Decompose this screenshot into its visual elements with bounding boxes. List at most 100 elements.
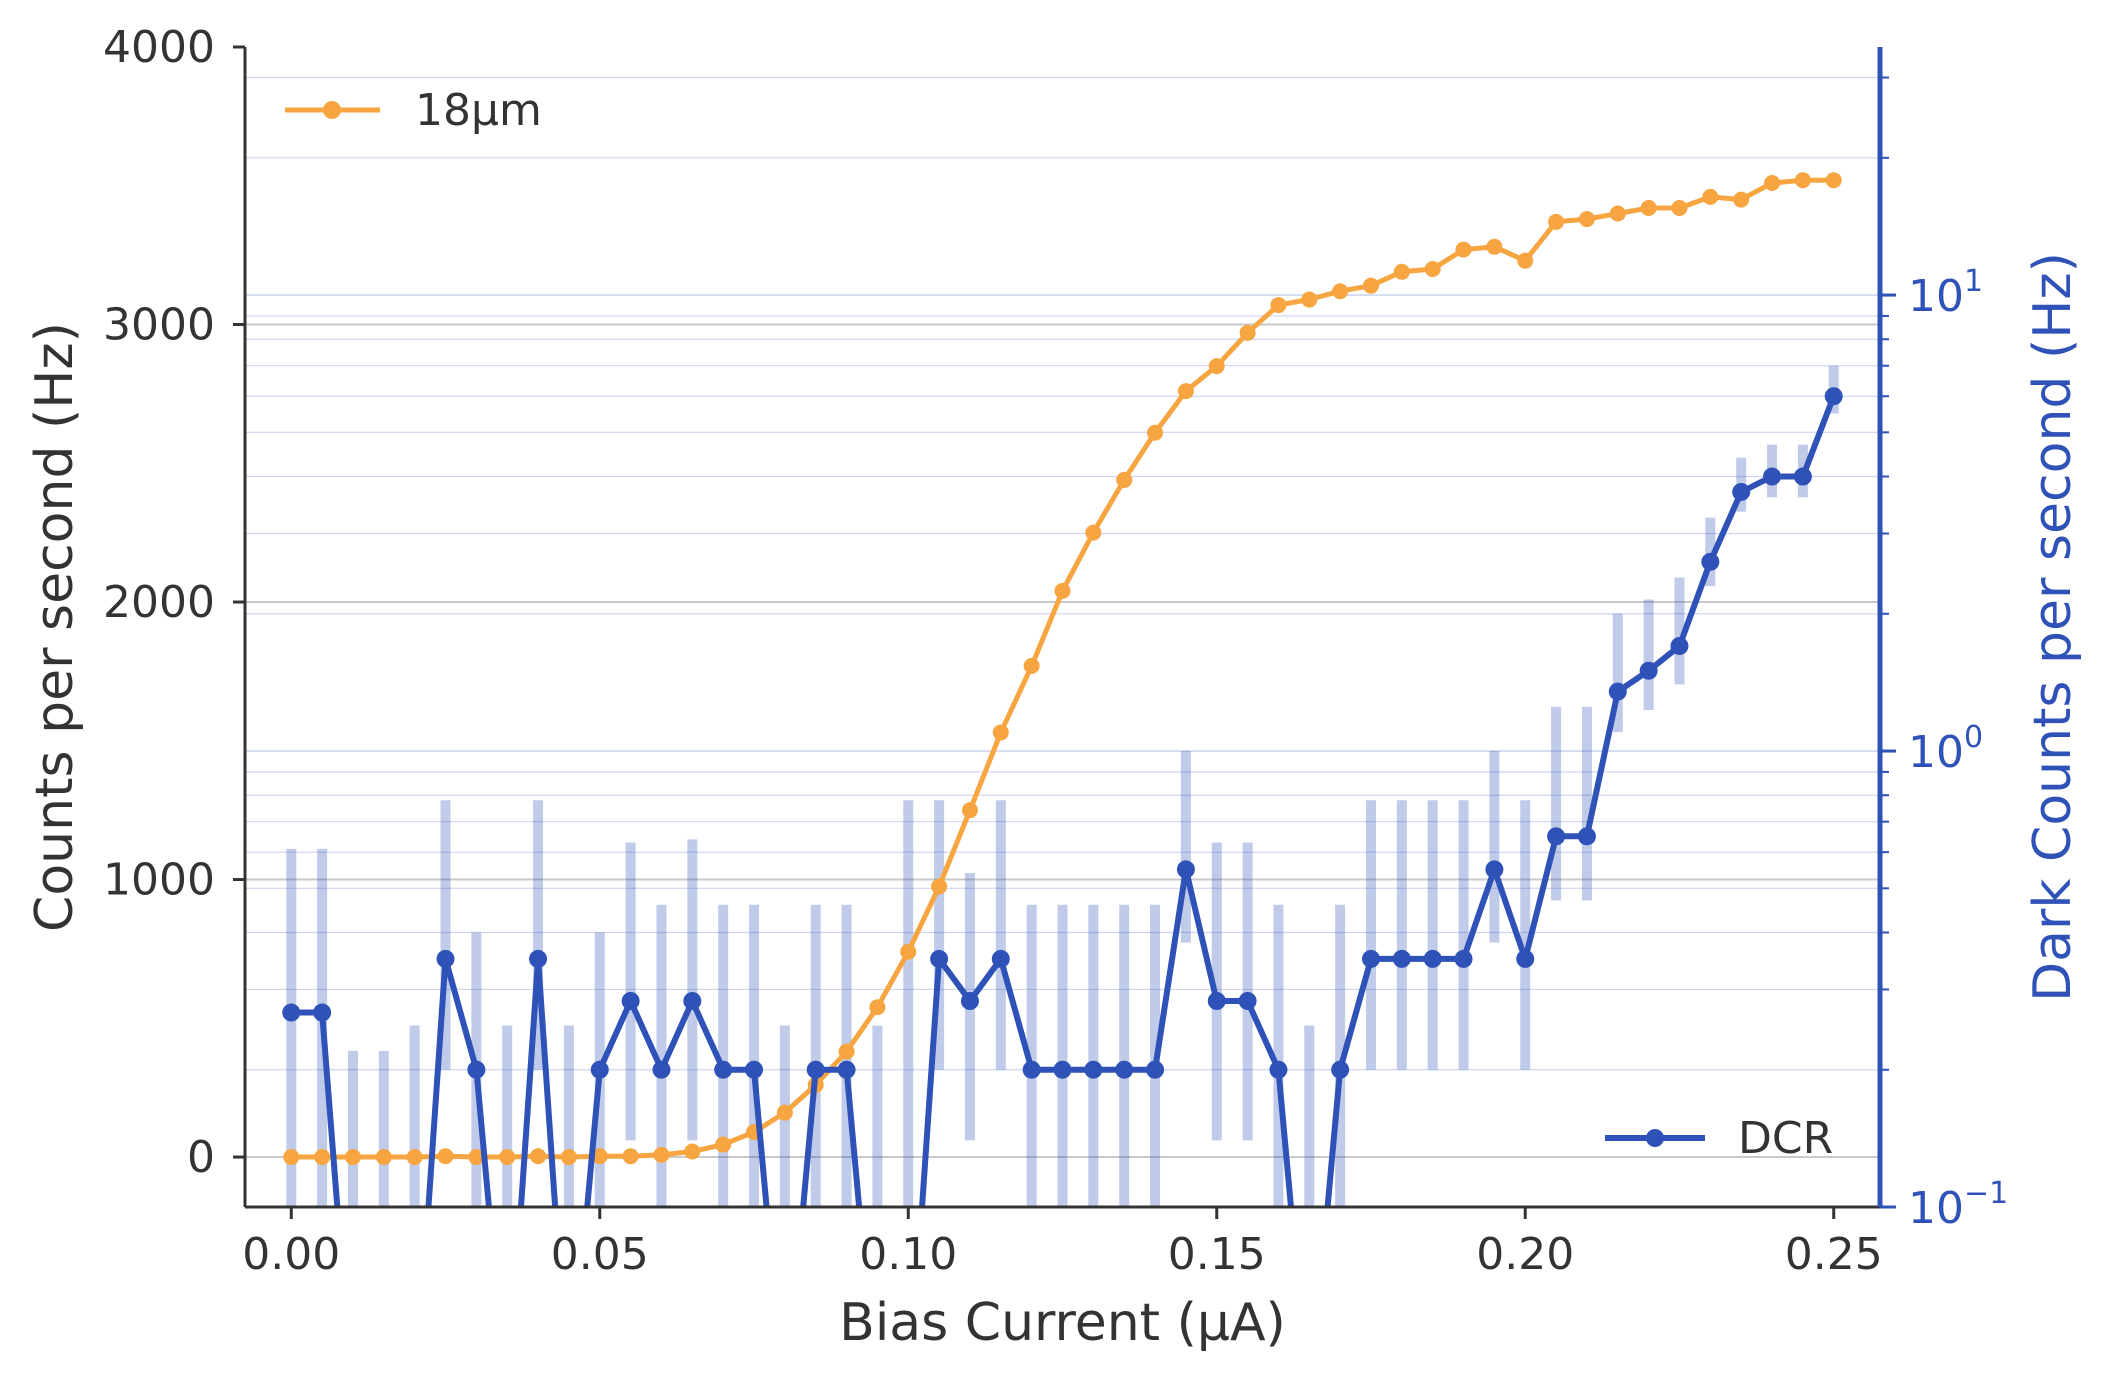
series-dcr-point [1670,636,1689,655]
series-18um-point [1671,199,1688,216]
series-dcr-point [1022,1060,1041,1079]
series-18um-point [838,1043,855,1060]
series-dcr-point [1269,1060,1288,1079]
series-dcr-point [1146,1060,1165,1079]
series-dcr-point [1084,1060,1103,1079]
series-18um-point [1332,283,1349,300]
series-18um-point [437,1148,454,1165]
axis-layer: 0.00 0.05 0.10 0.15 0.20 0.25 0 1000 2000 3000 400… [25,22,2083,1353]
series-dcr-point [806,1060,825,1079]
y2-tick-label: 100 [1908,720,1983,778]
series-dcr-point [1485,860,1504,879]
series-18um-point [1362,277,1379,294]
series-dcr-point [467,1060,486,1079]
y-tick-label: 0 [187,1132,215,1183]
series-dcr-point [960,992,979,1011]
series-dcr-point [1361,949,1380,968]
series-dcr-point [1516,949,1535,968]
series-dcr-point [1793,467,1812,486]
series-18um-point [591,1148,608,1165]
series-18um-point [375,1149,392,1166]
series-dcr-point [1639,661,1658,680]
series-18um-point [1609,205,1626,222]
y2-tick-label: 10−1 [1908,1176,2008,1234]
series-18um-point [1393,263,1410,280]
series-18um-point [776,1104,793,1121]
series-18um-point [1085,524,1102,541]
series-18um-point [869,999,886,1016]
x-tick-label: 0.10 [859,1229,957,1280]
series-dcr-point [683,992,702,1011]
series-dcr-point [282,1003,301,1022]
series-18um-point [1486,238,1503,255]
legend-18um-label: 18μm [415,85,542,136]
series-dcr-point [621,992,640,1011]
y-tick-label: 3000 [103,300,215,351]
series-18um-point [992,724,1009,741]
line-layer [282,172,1843,1207]
series-18um-point [1578,211,1595,228]
series-18um-point [1517,252,1534,269]
series-18um-point [499,1149,516,1166]
series-dcr-point [1454,949,1473,968]
series-dcr-point [1238,992,1257,1011]
series-18um-point [1054,582,1071,599]
series-18um-point [1116,471,1133,488]
series-dcr-point [1824,387,1843,406]
series-18um-point [653,1146,670,1163]
series-dcr-point [1577,827,1596,846]
series-18um-point [900,943,917,960]
series-dcr-point [991,949,1010,968]
series-dcr-point [1732,482,1751,501]
series-dcr-point [1608,682,1627,701]
x-tick-label: 0.15 [1168,1229,1266,1280]
series-dcr-point [652,1060,671,1079]
series-18um-point [1702,188,1719,205]
series-dcr-line [291,395,1837,1207]
series-18um-point [1023,657,1040,674]
legend-dcr-marker [1646,1129,1664,1147]
series-18um-point [560,1149,577,1166]
series-dcr-point [714,1060,733,1079]
y2-tick-label: 101 [1908,264,1983,322]
series-dcr-point [313,1003,332,1022]
y-axis-title: Counts per second (Hz) [25,322,85,932]
series-18um-point [1640,199,1657,216]
errorbar-layer [286,365,1839,1207]
series-dcr-point [930,949,949,968]
series-18um-point [1208,358,1225,375]
x-tick-label: 0.25 [1785,1229,1883,1280]
series-dcr-point [837,1060,856,1079]
series-dcr-point [1207,992,1226,1011]
series-dcr-point [1331,1060,1350,1079]
series-dcr-point [1392,949,1411,968]
series-18um-point [406,1149,423,1166]
legend-18um-marker [323,101,341,119]
x-tick-label: 0.20 [1476,1229,1574,1280]
series-dcr-point [1423,949,1442,968]
series-18um-point [314,1149,331,1166]
series-18um-point [1548,213,1565,230]
series-18um-point [1733,191,1750,208]
series-dcr-point [1115,1060,1134,1079]
series-18um-point [1825,172,1842,189]
series-18um-point [622,1148,639,1165]
series-18um-point [1794,172,1811,189]
series-dcr-point [1547,827,1566,846]
legend-dcr-label: DCR [1738,1113,1833,1164]
series-18um-point [1301,291,1318,308]
x-tick-label: 0.00 [242,1229,340,1280]
series-dcr-point [1701,552,1720,571]
legend-layer: 18μm DCR [285,85,1833,1164]
y2-axis-title: Dark Counts per second (Hz) [2023,252,2083,1002]
series-18um-point [468,1149,485,1166]
series-18um-point [961,802,978,819]
series-dcr-point [745,1060,764,1079]
series-dcr-point [590,1060,609,1079]
series-dcr-point [1053,1060,1072,1079]
x-tick-label: 0.05 [551,1229,649,1280]
series-dcr-point [529,949,548,968]
series-dcr-point [1763,467,1782,486]
series-18um-point [1455,241,1472,258]
y-tick-label: 4000 [103,22,215,73]
